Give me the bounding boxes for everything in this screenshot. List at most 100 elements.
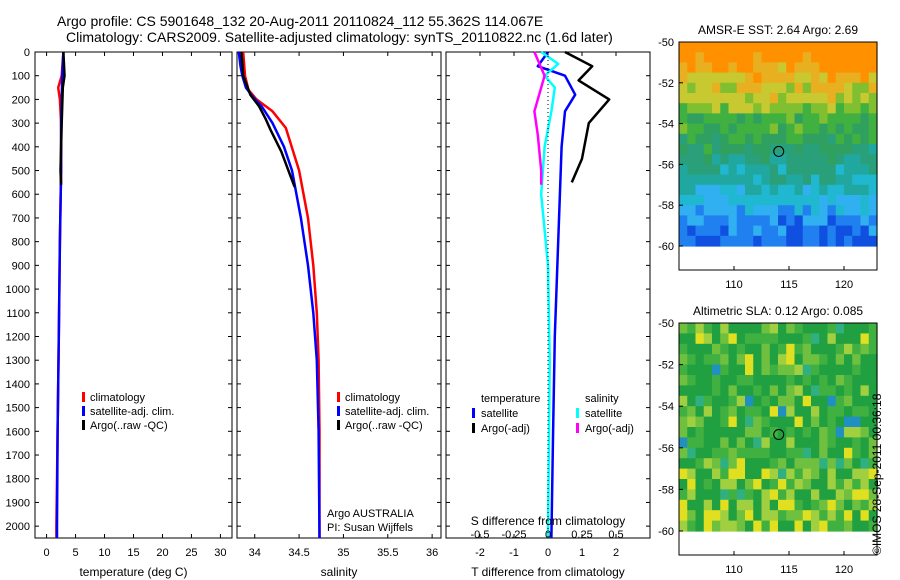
map-cell — [778, 52, 787, 63]
map-cell — [679, 93, 688, 104]
map-cell — [687, 195, 697, 206]
annotation-line: Argo AUSTRALIA — [327, 508, 414, 520]
timestamp-note: ©IMOS 28-Sep-2011 00:36:18 — [870, 393, 884, 555]
map-cell — [728, 52, 738, 63]
map-cell — [819, 323, 829, 334]
map-cell — [761, 82, 771, 94]
map-cell — [844, 82, 853, 94]
map-cell — [679, 42, 688, 53]
annotation-line: PI: Susan Wijffels — [327, 522, 413, 534]
map-cell — [819, 437, 829, 449]
map-cell — [802, 447, 812, 459]
map-cell — [819, 520, 829, 532]
map-cell — [819, 395, 829, 407]
map-cell — [786, 93, 796, 104]
map-cell — [819, 333, 829, 345]
map-cell — [860, 133, 870, 145]
map-cell — [761, 343, 771, 355]
map-cell — [844, 174, 853, 186]
map-cell — [835, 489, 845, 501]
map-cell — [745, 468, 754, 480]
map-cell — [720, 123, 730, 135]
map-cell — [703, 72, 713, 84]
map-cell — [860, 510, 870, 522]
map-cell — [835, 154, 845, 165]
map-cell — [761, 113, 771, 125]
map-cell — [794, 437, 804, 449]
map-cell — [811, 354, 820, 366]
map-cell — [720, 375, 730, 386]
map-cell — [745, 174, 754, 186]
map-cell — [703, 215, 713, 227]
map-cell — [679, 225, 688, 237]
map-cell — [852, 205, 862, 216]
map-cell — [712, 113, 721, 125]
map-cell — [868, 489, 878, 501]
map-cell — [802, 133, 812, 145]
map-cell — [728, 42, 738, 53]
map-cell — [736, 520, 746, 532]
map-cell — [811, 144, 820, 155]
legend-swatch — [82, 420, 85, 430]
map-cell — [687, 395, 697, 407]
map-cell — [769, 174, 779, 186]
map-cell — [811, 82, 820, 94]
map-cell — [769, 385, 779, 397]
map-cell — [802, 458, 812, 470]
map-cell — [811, 72, 820, 84]
map-cell — [769, 133, 779, 145]
map-cell — [835, 205, 845, 216]
map-cell — [745, 184, 754, 196]
map-cell — [811, 184, 820, 196]
map-cell — [679, 82, 688, 94]
map-cell — [712, 93, 721, 104]
y-tick-label: -54 — [658, 119, 674, 131]
x-tick-label: -1 — [509, 547, 519, 559]
map-cell — [827, 174, 837, 186]
map-cell — [835, 174, 845, 186]
map-cell — [868, 215, 878, 227]
map-cell — [712, 144, 721, 155]
map-cell — [860, 375, 870, 386]
map-cell — [802, 144, 812, 155]
map-cell — [703, 113, 713, 125]
map-cell — [860, 205, 870, 216]
map-cell — [868, 225, 878, 237]
x-tick-label: 34 — [249, 547, 261, 559]
map-cell — [835, 468, 845, 480]
map-cell — [761, 225, 771, 237]
map-cell — [753, 113, 763, 125]
map-cell — [761, 364, 771, 376]
map-cell — [827, 133, 837, 145]
map-cell — [811, 499, 820, 511]
map-cell — [728, 93, 738, 104]
map-cell — [835, 364, 845, 376]
y-tick-label: 2000 — [6, 521, 30, 533]
map-cell — [844, 343, 853, 355]
map-cell — [736, 164, 746, 176]
map-cell — [679, 113, 688, 125]
map-cell — [761, 133, 771, 145]
map-cell — [835, 458, 845, 470]
map-cell — [786, 323, 796, 334]
map-cell — [786, 215, 796, 227]
map-cell — [778, 510, 787, 522]
map-cell — [852, 437, 862, 449]
map-cell — [712, 354, 721, 366]
map-cell — [736, 42, 746, 53]
map-cell — [844, 416, 853, 428]
map-cell — [835, 225, 845, 237]
map-cell — [753, 174, 763, 186]
x-tick-label: 1 — [579, 547, 585, 559]
map-cell — [687, 489, 697, 501]
map-cell — [712, 427, 721, 438]
map-cell — [720, 174, 730, 186]
map-cell — [745, 499, 754, 511]
map-cell — [736, 123, 746, 135]
map-cell — [712, 174, 721, 186]
map-cell — [703, 154, 713, 165]
map-cell — [712, 437, 721, 449]
series-line-argorawqc — [240, 51, 296, 188]
map-cell — [736, 72, 746, 84]
map-cell — [794, 499, 804, 511]
